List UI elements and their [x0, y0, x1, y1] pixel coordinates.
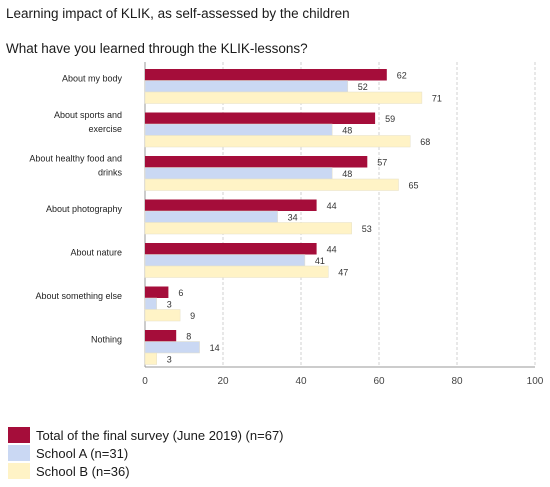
- category-label: About sports and exercise: [54, 110, 122, 134]
- legend-label-total: Total of the final survey (June 2019) (n…: [36, 427, 284, 443]
- legend-item-school-b: School B (n=36): [8, 463, 130, 479]
- data-label: 48: [342, 125, 352, 135]
- bar: [144, 91, 423, 104]
- legend-item-school-a: School A (n=31): [8, 445, 128, 461]
- data-label: 47: [338, 267, 348, 277]
- x-tick-label: 40: [295, 376, 307, 387]
- x-tick-label: 0: [142, 376, 148, 387]
- data-label: 53: [362, 224, 372, 234]
- category-label: About my body: [62, 73, 123, 83]
- data-label: 14: [210, 343, 220, 353]
- legend-swatch-total: [8, 427, 30, 443]
- bar: [144, 167, 333, 180]
- data-label: 3: [167, 354, 172, 364]
- data-label: 65: [409, 180, 419, 190]
- data-label: 48: [342, 169, 352, 179]
- data-label: 59: [385, 114, 395, 124]
- bar: [145, 156, 368, 168]
- bar: [145, 112, 376, 124]
- bar: [145, 69, 387, 81]
- bar: [144, 254, 306, 267]
- bar: [144, 178, 399, 191]
- chart-title: Learning impact of KLIK, as self-assesse…: [6, 6, 350, 21]
- bar: [144, 265, 329, 278]
- legend-swatch-school-b: [8, 463, 30, 479]
- bar: [144, 210, 278, 223]
- data-label: 34: [288, 212, 298, 222]
- legend-item-total: Total of the final survey (June 2019) (n…: [8, 427, 284, 443]
- legend-swatch-school-a: [8, 445, 30, 461]
- legend-label-school-b: School B (n=36): [36, 463, 130, 479]
- x-tick-label: 60: [373, 376, 385, 387]
- x-tick-label: 100: [527, 376, 544, 387]
- category-label: About something else: [35, 291, 122, 301]
- x-tick-label: 80: [451, 376, 463, 387]
- data-label: 68: [420, 137, 430, 147]
- bar: [144, 222, 352, 235]
- data-label: 57: [377, 157, 387, 167]
- bar: [144, 297, 157, 310]
- chart-subtitle: What have you learned through the KLIK-l…: [6, 41, 308, 56]
- data-label: 71: [432, 93, 442, 103]
- data-label: 3: [167, 299, 172, 309]
- bar: [144, 341, 200, 354]
- bar: [145, 199, 317, 211]
- x-tick-label: 20: [217, 376, 229, 387]
- bar: [144, 309, 181, 322]
- bar: [145, 286, 169, 298]
- data-label: 9: [190, 311, 195, 321]
- bar: [144, 352, 157, 365]
- bar: [145, 243, 317, 255]
- bar: [144, 135, 411, 148]
- data-label: 52: [358, 82, 368, 92]
- category-label: About nature: [70, 247, 122, 257]
- data-label: 6: [178, 288, 183, 298]
- category-label: Nothing: [91, 334, 122, 344]
- category-label: About photography: [46, 204, 123, 214]
- data-label: 62: [397, 70, 407, 80]
- bar: [144, 123, 333, 136]
- data-label: 41: [315, 256, 325, 266]
- data-label: 8: [186, 331, 191, 341]
- bar: [145, 330, 177, 342]
- data-label: 44: [327, 201, 337, 211]
- data-label: 44: [327, 244, 337, 254]
- category-label: About healthy food and drinks: [29, 153, 122, 177]
- bar: [144, 80, 349, 93]
- legend-label-school-a: School A (n=31): [36, 445, 129, 461]
